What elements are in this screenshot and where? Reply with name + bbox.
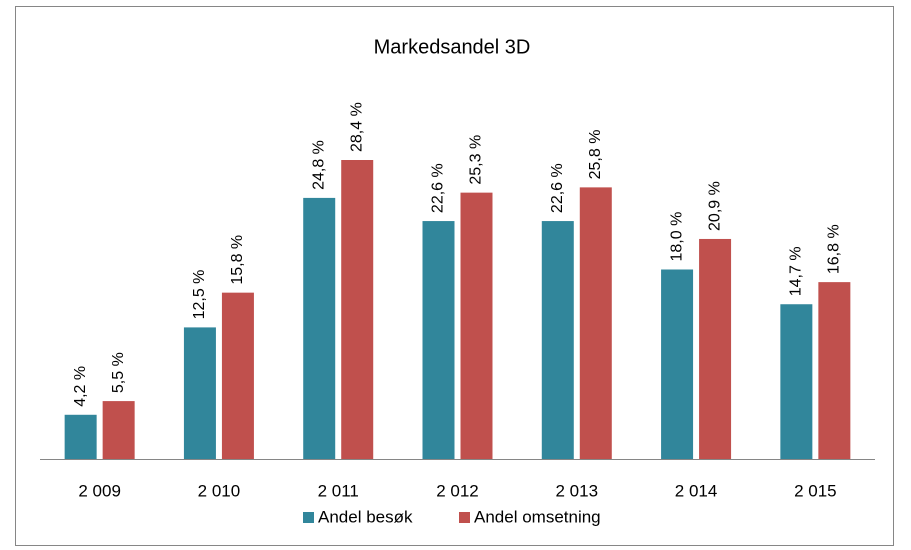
data-label: 20,9 % — [706, 181, 723, 231]
data-label: 16,8 % — [826, 224, 843, 274]
x-tick-label: 2 012 — [436, 481, 479, 500]
x-tick-label: 2 014 — [675, 481, 718, 500]
bar — [64, 414, 97, 459]
data-label: 22,6 % — [430, 163, 447, 213]
legend-swatch — [303, 512, 314, 523]
data-label: 28,4 % — [348, 102, 365, 152]
x-tick-label: 2 013 — [556, 481, 599, 500]
x-tick-label: 2 009 — [78, 481, 121, 500]
data-label: 22,6 % — [549, 163, 566, 213]
data-label: 12,5 % — [191, 270, 208, 320]
bar — [661, 269, 694, 459]
x-tick-label: 2 015 — [794, 481, 837, 500]
bar — [341, 160, 374, 459]
bar — [303, 197, 336, 459]
bar — [541, 221, 574, 459]
data-label: 25,3 % — [468, 135, 485, 185]
legend-label: Andel omsetning — [474, 507, 601, 526]
data-label: 24,8 % — [310, 140, 327, 190]
bar — [102, 401, 135, 459]
bar — [579, 187, 612, 460]
bar — [221, 292, 254, 459]
bar — [183, 327, 216, 459]
data-label: 5,5 % — [110, 352, 127, 393]
bar — [460, 192, 493, 459]
bar — [699, 238, 732, 459]
chart-title: Markedsandel 3D — [374, 36, 531, 58]
bar — [780, 304, 813, 459]
data-label: 14,7 % — [788, 246, 805, 296]
x-tick-label: 2 010 — [198, 481, 241, 500]
legend-swatch — [459, 512, 470, 523]
data-label: 25,8 % — [587, 130, 604, 180]
data-label: 4,2 % — [72, 366, 89, 407]
data-label: 18,0 % — [668, 212, 685, 262]
data-label: 15,8 % — [229, 235, 246, 285]
bar — [422, 221, 455, 459]
legend-label: Andel besøk — [318, 507, 413, 526]
x-tick-label: 2 011 — [318, 481, 359, 500]
bar — [818, 282, 851, 459]
